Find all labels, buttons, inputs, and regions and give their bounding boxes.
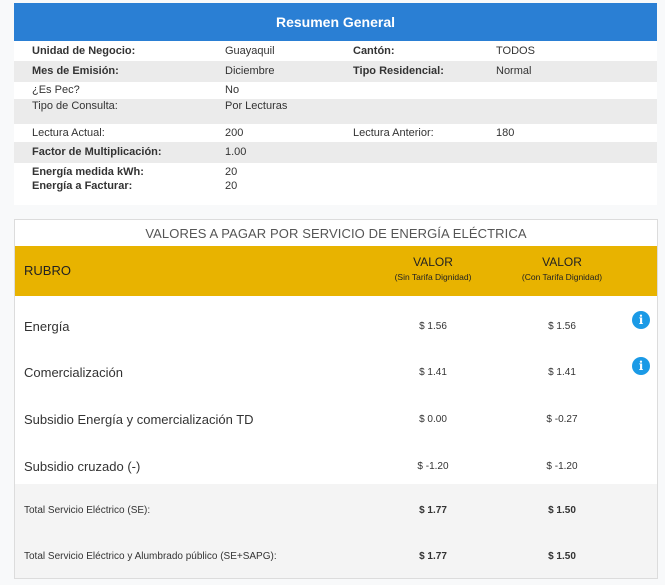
value-canton: TODOS	[496, 45, 535, 57]
row-value-sin-td: $ 1.41	[419, 367, 447, 378]
value-es-pec: No	[225, 84, 240, 96]
summary-row-lectura: Lectura Actual: 200 Lectura Anterior: 18…	[14, 124, 657, 142]
values-card: VALORES A PAGAR POR SERVICIO DE ENERGÍA …	[14, 219, 658, 579]
total-value-sin-td: $ 1.77	[419, 505, 447, 516]
header-rubro: RUBRO	[24, 263, 71, 278]
label-lectura-anterior: Lectura Anterior:	[353, 127, 434, 139]
value-energia-facturar: 20	[225, 180, 238, 192]
label-energia-facturar: Energía a Facturar:	[32, 180, 133, 192]
total-name: Total Servicio Eléctrico y Alumbrado púb…	[24, 551, 277, 562]
header-valor-con-sub: (Con Tarifa Dignidad)	[521, 272, 603, 282]
header-valor-con-title: VALOR	[542, 255, 582, 269]
value-factor-multiplicacion: 1.00	[225, 146, 247, 158]
row-value-con-td: $ 1.56	[548, 321, 576, 332]
header-valor-con-td: VALOR (Con Tarifa Dignidad)	[502, 255, 622, 282]
info-icon-energia[interactable]: i	[632, 311, 650, 329]
totals-section: Total Servicio Eléctrico (SE): $ 1.77 $ …	[15, 484, 657, 578]
label-unidad-negocio: Unidad de Negocio:	[32, 45, 136, 57]
summary-card: Resumen General Unidad de Negocio: Guaya…	[14, 3, 657, 205]
summary-row-energia-medida: Energía medida kWh: 20	[14, 163, 657, 180]
value-lectura-actual: 200	[225, 127, 244, 139]
summary-title: Resumen General	[14, 3, 657, 41]
label-factor-multiplicacion: Factor de Multiplicación:	[32, 146, 162, 158]
header-valor-sin-sub: (Sin Tarifa Dignidad)	[394, 272, 472, 282]
value-unidad-negocio: Guayaquil	[225, 45, 275, 57]
row-name: Energía	[24, 319, 70, 334]
values-title: VALORES A PAGAR POR SERVICIO DE ENERGÍA …	[145, 225, 527, 241]
summary-row-factor: Factor de Multiplicación: 1.00	[14, 142, 657, 163]
label-lectura-actual: Lectura Actual:	[32, 127, 105, 139]
summary-row-pec: ¿Es Pec? No	[14, 82, 657, 99]
label-energia-medida: Energía medida kWh:	[32, 166, 144, 178]
value-lectura-anterior: 180	[496, 127, 515, 139]
label-tipo-consulta: Tipo de Consulta:	[32, 100, 118, 112]
value-tipo-residencial: Normal	[496, 65, 532, 77]
value-energia-medida: 20	[225, 166, 238, 178]
row-value-con-td: $ 1.41	[548, 367, 576, 378]
label-mes-emision: Mes de Emisión:	[32, 65, 119, 77]
total-value-con-td: $ 1.50	[548, 551, 576, 562]
label-es-pec: ¿Es Pec?	[32, 84, 80, 96]
row-value-con-td: $ -1.20	[546, 461, 578, 472]
summary-row-unidad: Unidad de Negocio: Guayaquil Cantón: TOD…	[14, 41, 657, 61]
value-tipo-consulta: Por Lecturas	[225, 100, 288, 112]
row-value-sin-td: $ 1.56	[419, 321, 447, 332]
row-name: Comercialización	[24, 365, 123, 380]
total-name: Total Servicio Eléctrico (SE):	[24, 505, 151, 516]
info-icon-comercializacion[interactable]: i	[632, 357, 650, 375]
value-mes-emision: Diciembre	[225, 65, 275, 77]
summary-row-tipo-consulta: Tipo de Consulta: Por Lecturas	[14, 99, 657, 124]
row-value-con-td: $ -0.27	[546, 414, 578, 425]
total-value-sin-td: $ 1.77	[419, 551, 447, 562]
total-value-con-td: $ 1.50	[548, 505, 576, 516]
summary-row-energia-facturar: Energía a Facturar: 20	[14, 180, 657, 197]
summary-row-mes: Mes de Emisión: Diciembre Tipo Residenci…	[14, 61, 657, 82]
row-name: Subsidio Energía y comercialización TD	[24, 412, 254, 427]
label-tipo-residencial: Tipo Residencial:	[353, 65, 444, 77]
header-valor-sin-td: VALOR (Sin Tarifa Dignidad)	[373, 255, 493, 282]
header-valor-sin-title: VALOR	[413, 255, 453, 269]
row-value-sin-td: $ -1.20	[417, 461, 449, 472]
label-canton: Cantón:	[353, 45, 395, 57]
row-value-sin-td: $ 0.00	[419, 414, 447, 425]
row-name: Subsidio cruzado (-)	[24, 459, 141, 474]
values-table-header: RUBRO VALOR (Sin Tarifa Dignidad) VALOR …	[15, 246, 657, 296]
